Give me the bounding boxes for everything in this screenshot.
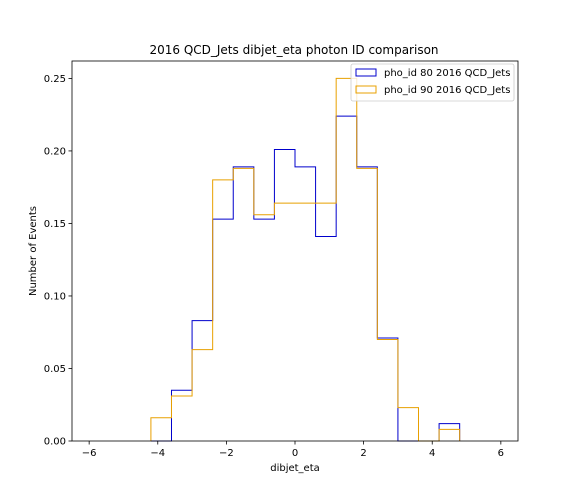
plot-frame: [71, 60, 519, 442]
histogram-series-1: [150, 115, 461, 442]
y-tick-label: 0.15: [44, 219, 66, 230]
legend-label-2: pho_id 90 2016 QCD_Jets: [384, 85, 510, 96]
y-axis-label: Number of Events: [28, 206, 39, 296]
histogram-series-2: [150, 77, 461, 442]
legend: pho_id 80 2016 QCD_Jets pho_id 90 2016 QC…: [350, 63, 515, 102]
x-tick-label: −6: [82, 448, 97, 459]
y-tick-label: 0.05: [44, 364, 66, 375]
x-axis-ticks: −6 −4 −2 0 2 4 6: [82, 441, 504, 459]
x-tick-label: 4: [429, 448, 435, 459]
x-axis-label: dibjet_eta: [270, 463, 320, 474]
y-tick-label: 0.00: [44, 437, 66, 448]
series-layer: [150, 77, 461, 442]
legend-swatch-1: [355, 68, 377, 77]
y-tick-label: 0.20: [44, 146, 66, 157]
legend-swatch-2: [355, 85, 377, 94]
x-tick-label: −2: [219, 448, 234, 459]
legend-box: [350, 63, 515, 102]
chart-title: 2016 QCD_Jets dibjet_eta photon ID compa…: [149, 43, 438, 57]
x-tick-label: 6: [498, 448, 504, 459]
x-tick-label: −4: [150, 448, 165, 459]
y-axis-ticks: 0.00 0.05 0.10 0.15 0.20 0.25: [44, 74, 72, 448]
x-tick-label: 2: [360, 448, 366, 459]
y-tick-label: 0.25: [44, 74, 66, 85]
x-tick-label: 0: [292, 448, 298, 459]
y-tick-label: 0.10: [44, 291, 66, 302]
legend-label-1: pho_id 80 2016 QCD_Jets: [384, 68, 510, 79]
